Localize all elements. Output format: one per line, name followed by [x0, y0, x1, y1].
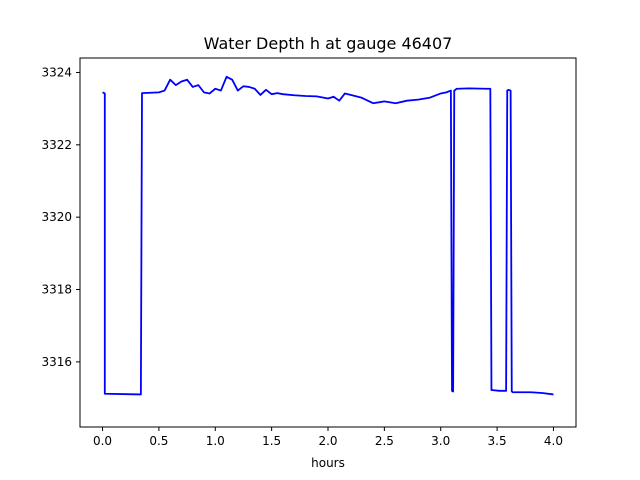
plot-frame: [79, 57, 577, 428]
x-axis-label: hours: [311, 456, 345, 470]
y-tick-label: 3318: [41, 283, 72, 297]
x-tick-label: 3.0: [431, 434, 450, 448]
y-tick-label: 3320: [41, 210, 72, 224]
x-axis: 0.0 0.5 1.0 1.5 2.0 2.5 3.0 3.5 4.0: [93, 427, 563, 448]
x-tick-label: 2.0: [318, 434, 337, 448]
y-tick-label: 3316: [41, 355, 72, 369]
x-tick-label: 1.0: [206, 434, 225, 448]
x-tick-label: 4.0: [544, 434, 563, 448]
series-line: [102, 75, 554, 396]
x-tick-label: 3.5: [488, 434, 507, 448]
y-tick-label: 3322: [41, 138, 72, 152]
x-tick-label: 0.5: [149, 434, 168, 448]
x-tick-label: 0.0: [93, 434, 112, 448]
y-axis: 3316 3318 3320 3322 3324: [41, 65, 80, 369]
chart-title: Water Depth h at gauge 46407: [204, 34, 453, 53]
x-tick-label: 1.5: [262, 434, 281, 448]
x-tick-label: 2.5: [375, 434, 394, 448]
plot-area: [102, 75, 554, 396]
y-tick-label: 3324: [41, 65, 72, 79]
